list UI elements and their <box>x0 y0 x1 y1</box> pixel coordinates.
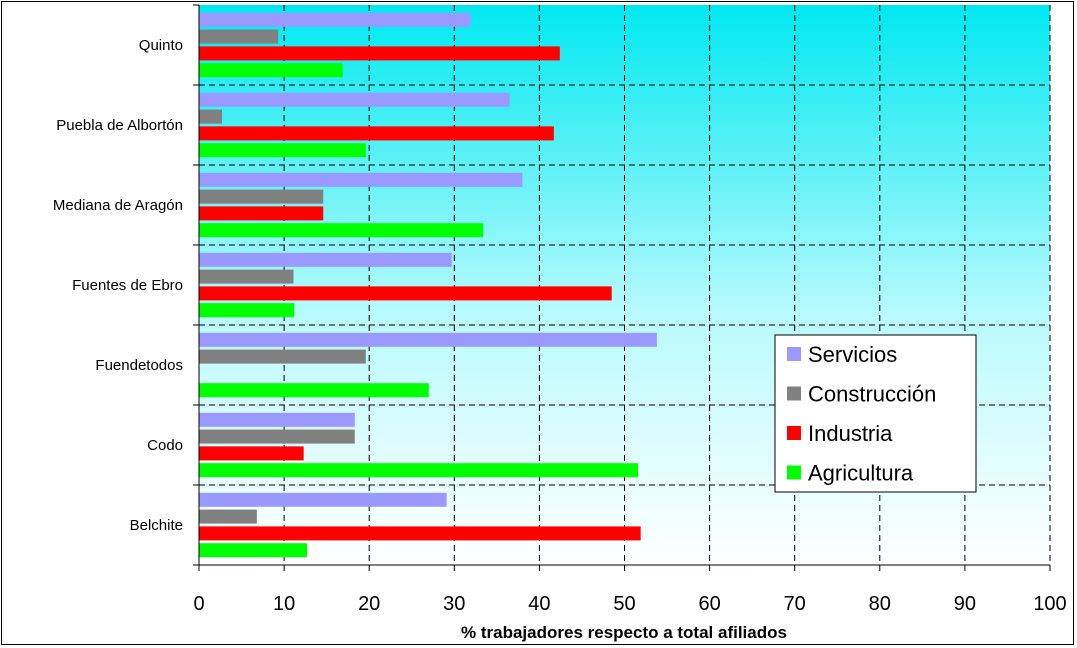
x-tick-label: 30 <box>443 593 465 615</box>
category-label: Fuendetodos <box>95 357 183 374</box>
bar-servicios <box>199 252 452 267</box>
x-tick-label: 80 <box>869 593 891 615</box>
bar-industria <box>199 46 560 61</box>
x-tick-label: 70 <box>784 593 806 615</box>
bar-industria <box>199 446 304 461</box>
bar-construccion <box>199 349 366 364</box>
bar-construccion <box>199 109 222 124</box>
x-tick-label: 40 <box>528 593 550 615</box>
legend-label: Servicios <box>808 342 897 367</box>
category-label: Puebla de Albortón <box>56 117 183 134</box>
legend: Servicios Construcción Industria Agricultur… <box>774 334 977 493</box>
bar-construccion <box>199 429 355 444</box>
category-label: Codo <box>147 437 183 454</box>
legend-label: Agricultura <box>808 461 914 486</box>
bar-servicios <box>199 92 510 107</box>
category-labels: Quinto Puebla de Albortón Mediana de Aragó… <box>53 37 183 534</box>
bar-agricultura <box>199 223 484 238</box>
x-axis-title: % trabajadores respecto a total afiliado… <box>461 623 787 642</box>
bar-servicios <box>199 492 447 507</box>
legend-swatch <box>787 386 801 401</box>
legend-swatch <box>787 426 801 440</box>
x-tick-label: 100 <box>1033 593 1066 615</box>
bar-agricultura <box>199 63 343 78</box>
bars <box>199 12 657 558</box>
category-label: Belchite <box>130 517 183 534</box>
bar-agricultura <box>199 143 366 158</box>
bar-industria <box>199 526 641 541</box>
x-tick-label: 20 <box>358 593 380 615</box>
category-label: Quinto <box>139 37 183 54</box>
axes <box>193 4 1051 571</box>
x-tick-label: 50 <box>613 593 635 615</box>
legend-label: Construcción <box>808 382 936 407</box>
category-label: Mediana de Aragón <box>53 197 183 214</box>
legend-swatch <box>787 347 801 361</box>
x-tick-label: 10 <box>273 593 295 615</box>
bar-industria <box>199 206 324 221</box>
bar-servicios <box>199 172 523 187</box>
x-tick-label: 60 <box>698 593 720 615</box>
bar-construccion <box>199 509 257 524</box>
legend-label: Industria <box>808 421 893 446</box>
bar-agricultura <box>199 543 308 558</box>
bar-agricultura <box>199 463 639 478</box>
x-tick-labels: 0 10 20 30 40 50 60 70 80 90 100 <box>193 593 1066 615</box>
x-tick-label: 90 <box>954 593 976 615</box>
x-tick-label: 0 <box>193 593 204 615</box>
legend-box <box>774 334 977 493</box>
bar-agricultura <box>199 303 295 318</box>
bar-construccion <box>199 269 294 284</box>
bar-servicios <box>199 412 355 427</box>
bar-agricultura <box>199 383 429 398</box>
bar-industria <box>199 126 554 141</box>
bar-industria <box>199 286 612 301</box>
bar-construccion <box>199 189 324 204</box>
bar-servicios <box>199 12 471 27</box>
grid-lines <box>199 5 1051 565</box>
bar-servicios <box>199 332 657 347</box>
legend-swatch <box>787 465 801 480</box>
category-label: Fuentes de Ebro <box>72 277 183 294</box>
bar-construccion <box>199 29 279 44</box>
